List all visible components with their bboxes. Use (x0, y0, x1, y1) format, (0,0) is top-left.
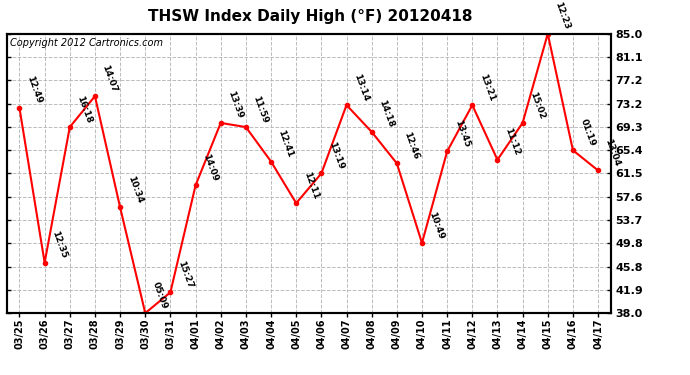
Text: 12:23: 12:23 (553, 1, 571, 31)
Text: 13:19: 13:19 (327, 141, 345, 171)
Text: THSW Index Daily High (°F) 20120418: THSW Index Daily High (°F) 20120418 (148, 9, 473, 24)
Text: 01:19: 01:19 (578, 117, 597, 147)
Text: 15:02: 15:02 (528, 90, 546, 120)
Text: 13:14: 13:14 (352, 72, 371, 102)
Text: 14:09: 14:09 (201, 153, 219, 183)
Text: 14:18: 14:18 (377, 99, 395, 129)
Text: 12:11: 12:11 (302, 170, 320, 200)
Text: 13:21: 13:21 (478, 72, 496, 102)
Text: 10:34: 10:34 (126, 175, 144, 204)
Text: 13:39: 13:39 (226, 90, 244, 120)
Text: 13:45: 13:45 (453, 118, 471, 148)
Text: 16:18: 16:18 (75, 94, 94, 124)
Text: 14:07: 14:07 (101, 63, 119, 93)
Text: 15:27: 15:27 (176, 260, 195, 290)
Text: 10:49: 10:49 (428, 210, 446, 240)
Text: 11:59: 11:59 (251, 94, 270, 124)
Text: 13:04: 13:04 (604, 138, 622, 168)
Text: 12:49: 12:49 (25, 75, 43, 105)
Text: 11:12: 11:12 (503, 127, 521, 157)
Text: 12:35: 12:35 (50, 230, 68, 260)
Text: 12:46: 12:46 (402, 130, 421, 160)
Text: Copyright 2012 Cartronics.com: Copyright 2012 Cartronics.com (10, 38, 163, 48)
Text: 12:41: 12:41 (277, 129, 295, 159)
Text: 05:09: 05:09 (151, 280, 169, 310)
